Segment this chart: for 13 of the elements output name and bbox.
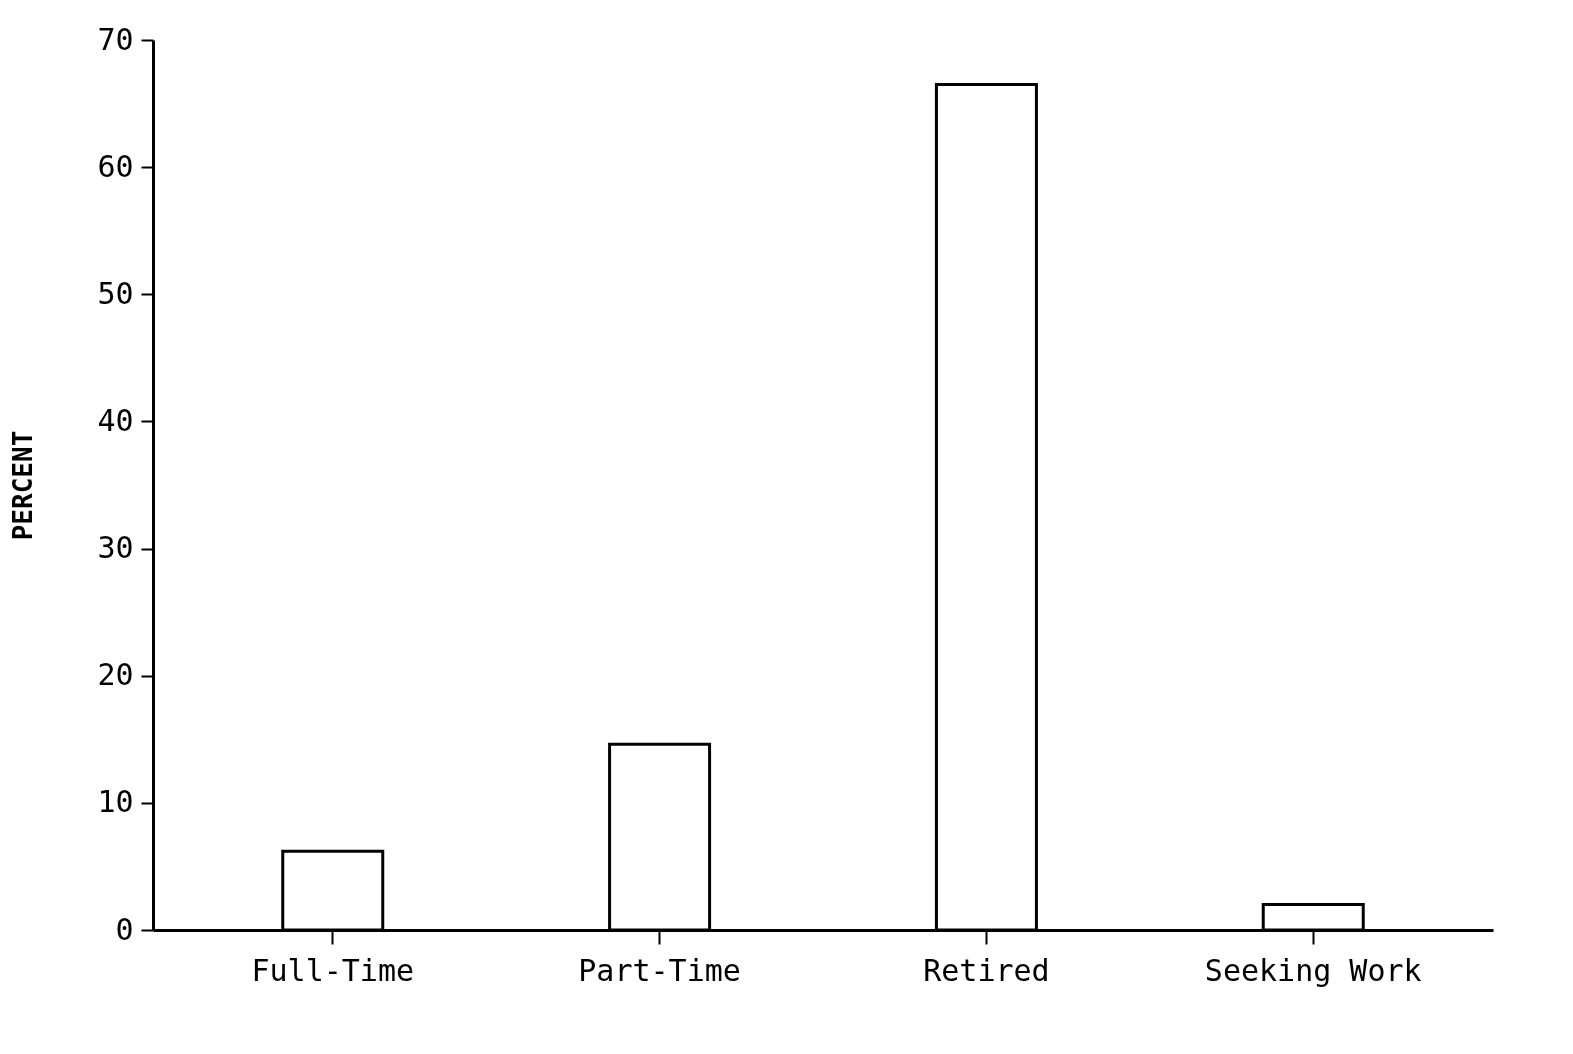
y-tick-label: 50 (97, 275, 134, 311)
y-tick-label: 40 (97, 402, 134, 438)
y-tick-label: 0 (115, 911, 134, 947)
y-tick-label: 10 (97, 784, 134, 820)
x-tick-label: Seeking Work (1204, 952, 1422, 988)
x-tick-label: Part-Time (578, 952, 741, 988)
x-tick-label: Full-Time (251, 952, 415, 988)
y-tick-label: 60 (97, 148, 134, 184)
y-tick-label: 20 (97, 657, 134, 693)
y-tick-label: 30 (97, 530, 134, 566)
y-axis-title: PERCENT (8, 430, 39, 541)
y-tick-label: 70 (97, 21, 134, 57)
x-tick-label: Retired (923, 952, 1050, 988)
